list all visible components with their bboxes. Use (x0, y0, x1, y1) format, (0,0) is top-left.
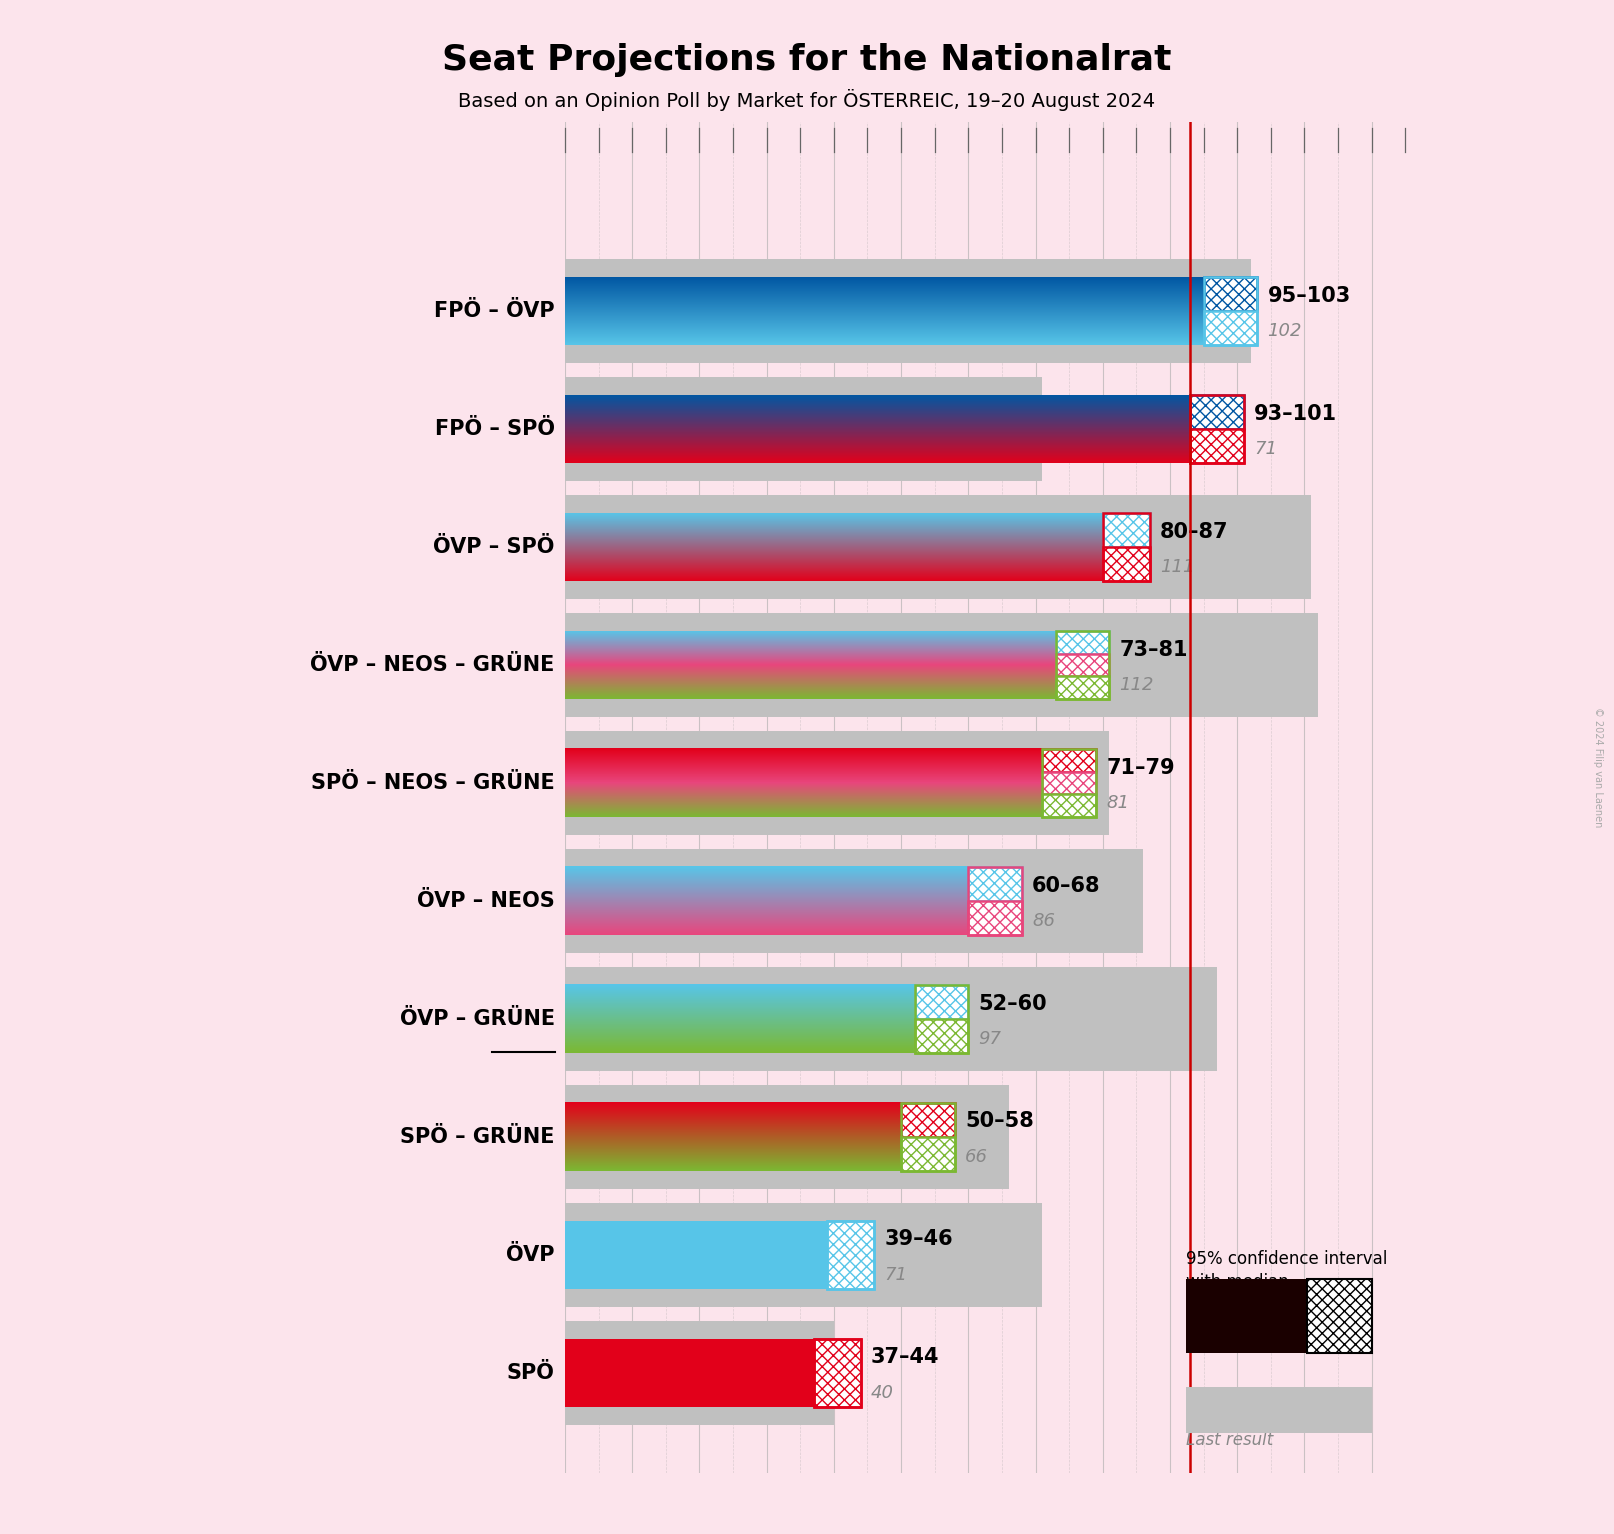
Bar (1102, 512, 1149, 548)
Bar (1190, 394, 1244, 463)
Text: 39–46: 39–46 (884, 1229, 952, 1249)
Text: FPÖ – ÖVP: FPÖ – ÖVP (434, 301, 555, 321)
Bar (565, 614, 1319, 716)
Bar (1102, 548, 1149, 581)
Text: with median: with median (1186, 1273, 1290, 1292)
Text: 37–44: 37–44 (872, 1347, 939, 1367)
Bar (565, 1321, 834, 1425)
Text: 71: 71 (1254, 440, 1277, 459)
Text: Seat Projections for the Nationalrat: Seat Projections for the Nationalrat (442, 43, 1172, 77)
Text: Last result: Last result (1186, 1431, 1273, 1450)
Text: 95–103: 95–103 (1267, 285, 1351, 305)
Text: SPÖ: SPÖ (507, 1362, 555, 1382)
Text: 50–58: 50–58 (965, 1112, 1033, 1132)
Text: ÖVP: ÖVP (507, 1244, 555, 1264)
Bar (915, 1019, 968, 1052)
Bar (565, 848, 1143, 953)
Text: 97: 97 (978, 1029, 1001, 1048)
Bar (1043, 795, 1096, 818)
Bar (565, 1339, 813, 1407)
Bar (1056, 653, 1109, 676)
Text: © 2024 Filip van Laenen: © 2024 Filip van Laenen (1593, 707, 1603, 827)
Text: 71–79: 71–79 (1106, 758, 1175, 778)
Bar (901, 1103, 955, 1137)
Text: 111: 111 (1160, 558, 1194, 577)
Bar (813, 1339, 860, 1407)
Text: 93–101: 93–101 (1254, 403, 1336, 423)
Bar (901, 1103, 955, 1170)
Text: Based on an Opinion Poll by Market for ÖSTERREIC, 19–20 August 2024: Based on an Opinion Poll by Market for Ö… (458, 89, 1156, 110)
Bar (1043, 772, 1096, 795)
Text: 40: 40 (872, 1384, 894, 1402)
Bar (1190, 394, 1244, 430)
Bar (1043, 749, 1096, 818)
Bar (1056, 676, 1109, 700)
Text: ÖVP – SPÖ: ÖVP – SPÖ (434, 537, 555, 557)
Text: 73–81: 73–81 (1120, 640, 1188, 660)
Bar (826, 1221, 875, 1289)
Text: SPÖ – GRÜNE: SPÖ – GRÜNE (400, 1127, 555, 1147)
Text: 95% confidence interval: 95% confidence interval (1186, 1250, 1388, 1269)
Bar (565, 259, 1251, 364)
Text: 86: 86 (1033, 911, 1056, 930)
Text: 80–87: 80–87 (1160, 522, 1228, 542)
Bar (901, 1137, 955, 1170)
Bar (968, 867, 1022, 900)
Text: 52–60: 52–60 (978, 994, 1047, 1014)
Bar (915, 985, 968, 1019)
Text: SPÖ – NEOS – GRÜNE: SPÖ – NEOS – GRÜNE (312, 773, 555, 793)
Bar (968, 867, 1022, 936)
Bar (1056, 630, 1109, 700)
Text: FPÖ – SPÖ: FPÖ – SPÖ (434, 419, 555, 439)
Bar (826, 1221, 875, 1289)
Text: ÖVP – GRÜNE: ÖVP – GRÜNE (400, 1009, 555, 1029)
Text: 60–68: 60–68 (1033, 876, 1101, 896)
Bar (1204, 278, 1257, 311)
Text: 71: 71 (884, 1266, 907, 1284)
Text: 81: 81 (1106, 795, 1130, 811)
Bar (565, 1203, 1043, 1307)
Text: ÖVP – NEOS: ÖVP – NEOS (416, 891, 555, 911)
Bar (813, 1339, 860, 1407)
Bar (565, 377, 1043, 482)
Bar (565, 966, 1217, 1071)
Text: 66: 66 (965, 1147, 988, 1166)
Bar (1102, 512, 1149, 581)
Bar (565, 1085, 1009, 1189)
Text: 102: 102 (1267, 322, 1302, 341)
Bar (915, 985, 968, 1052)
Bar (1043, 749, 1096, 772)
Bar (1204, 278, 1257, 345)
Bar (565, 1221, 826, 1289)
Text: ÖVP – NEOS – GRÜNE: ÖVP – NEOS – GRÜNE (310, 655, 555, 675)
Bar (565, 495, 1311, 598)
Bar (1056, 630, 1109, 653)
Text: 112: 112 (1120, 676, 1154, 693)
Bar (968, 900, 1022, 936)
Bar (1190, 430, 1244, 463)
Bar (1204, 311, 1257, 345)
Bar (565, 732, 1109, 834)
